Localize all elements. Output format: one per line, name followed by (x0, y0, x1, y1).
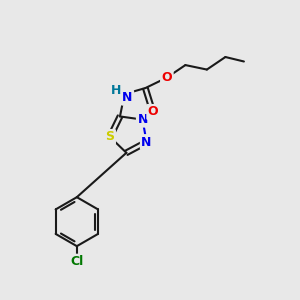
Text: Cl: Cl (70, 255, 83, 268)
Text: O: O (162, 70, 172, 83)
Text: N: N (122, 91, 133, 104)
Text: O: O (148, 106, 158, 118)
Text: N: N (137, 113, 148, 126)
Text: N: N (141, 136, 152, 148)
Text: S: S (106, 130, 115, 143)
Text: H: H (111, 84, 121, 97)
